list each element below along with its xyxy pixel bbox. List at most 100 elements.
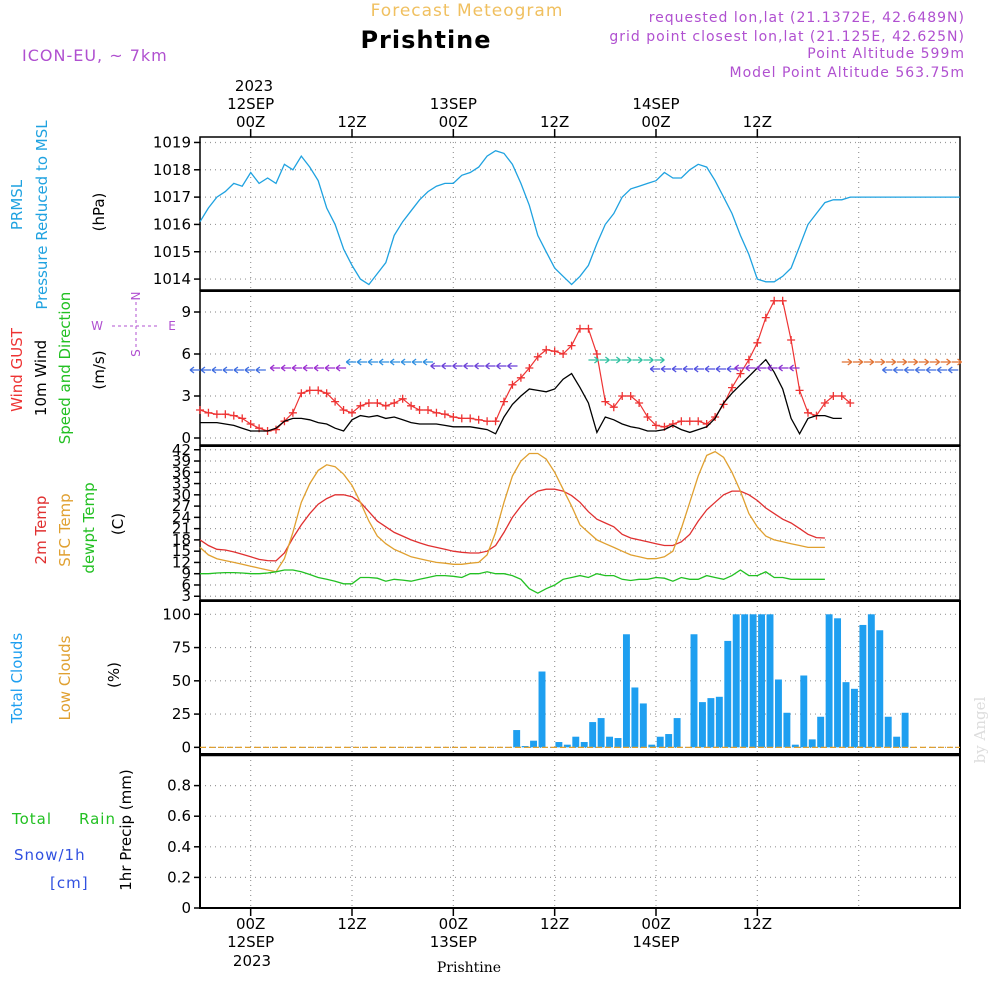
gust-marker — [744, 355, 753, 364]
wind-arrow — [929, 358, 940, 366]
cloud-bar — [606, 736, 614, 748]
wind-arrow — [280, 364, 292, 372]
ytick-label: 1017 — [153, 188, 191, 206]
ytick-label: 42 — [172, 441, 191, 459]
gust-marker — [753, 338, 762, 347]
clouds-unit: (%) — [105, 662, 123, 688]
panel-frame — [199, 290, 961, 446]
wind-arrow — [882, 366, 893, 374]
page-title: Prishtine — [360, 26, 491, 54]
gust-marker — [483, 417, 492, 426]
wind-arrow — [704, 365, 716, 373]
cloud-bar — [589, 722, 597, 748]
cloud-bar — [673, 718, 681, 748]
gust-marker — [288, 408, 297, 417]
panel-frame — [199, 136, 961, 291]
credit: by Angel — [971, 696, 989, 763]
wind-arrow — [324, 364, 336, 372]
wind-arrow — [767, 364, 778, 372]
wind-arrow — [936, 366, 948, 374]
wind-arrow — [313, 364, 325, 372]
gust-marker — [398, 394, 407, 403]
ytick-label: 50 — [172, 672, 191, 690]
ytick-label: 33 — [172, 475, 191, 493]
ytick-label: 30 — [172, 486, 191, 504]
top-hour-label: 00Z — [236, 113, 265, 131]
ytick-label: 0.8 — [167, 777, 191, 795]
gust-marker — [829, 392, 838, 400]
cloud-bar — [724, 640, 732, 748]
gust-marker — [466, 414, 475, 423]
wind-unit: (m/s) — [90, 350, 108, 389]
model-altitude: Model Point Altitude 563.75m — [730, 65, 965, 81]
ytick-label: 0 — [181, 429, 191, 447]
cloud-bar — [639, 703, 647, 748]
cloud-bar — [656, 736, 664, 748]
gust-marker — [364, 399, 373, 407]
ytick-label: 36 — [172, 463, 191, 481]
cloud-bar — [580, 742, 588, 748]
ytick-label: 1014 — [153, 270, 191, 288]
bottom-day-label: 14SEP — [632, 933, 679, 951]
cloud-bar — [597, 718, 605, 748]
gust-marker — [238, 414, 247, 423]
gust-marker — [787, 336, 796, 344]
wind-arrow — [649, 365, 661, 373]
wind-arrow — [893, 366, 904, 374]
gust-marker — [457, 414, 466, 423]
bottom-hour-label: 12Z — [743, 915, 772, 933]
gust-marker — [196, 406, 204, 414]
ytick-label: 100 — [162, 605, 191, 623]
wind-arrow — [671, 365, 683, 373]
bottom-hour-label: 12Z — [337, 915, 366, 933]
panel-frame — [199, 445, 961, 601]
wind-10m-label: 10m Wind — [32, 340, 50, 416]
wind-arrow — [345, 358, 357, 366]
pressure-unit: (hPa) — [90, 193, 108, 232]
gust-marker — [601, 397, 610, 406]
precip-cm-label: [cm] — [50, 874, 89, 892]
gust-marker — [348, 408, 356, 417]
temp-unit: (C) — [109, 513, 127, 535]
gust-marker — [736, 369, 745, 378]
cloud-bar — [859, 624, 867, 748]
cloud-bar — [538, 671, 546, 748]
ytick-label: 27 — [172, 497, 191, 515]
wind-arrow — [947, 366, 959, 374]
cloud-bar — [876, 630, 884, 748]
gust-marker — [559, 350, 568, 358]
wind-arrow — [233, 366, 244, 374]
precip-snow-label: Snow/1h — [14, 846, 86, 864]
gust-marker — [491, 417, 500, 426]
sfc-label: SFC Temp — [56, 493, 74, 566]
wind-arrow — [914, 366, 926, 374]
wind-arrow — [940, 358, 951, 366]
gust-marker — [500, 397, 508, 406]
ytick-label: 0 — [181, 899, 191, 917]
footer-location: Prishtine — [437, 960, 501, 976]
gust-marker — [542, 345, 551, 354]
gust-marker — [204, 408, 213, 417]
wind-arrow — [885, 358, 897, 366]
wind-arrow — [863, 358, 875, 366]
gust-marker — [331, 397, 340, 406]
wind-arrow — [302, 364, 314, 372]
ytick-label: 21 — [172, 520, 191, 538]
cloud-bar — [884, 716, 892, 748]
wind-arrow — [367, 358, 379, 366]
gust-marker — [407, 401, 416, 410]
cloud-bar — [555, 742, 563, 748]
bottom-year: 2023 — [233, 952, 271, 970]
gust-marker — [229, 411, 238, 420]
cloud-bar — [817, 716, 825, 748]
gust-marker — [609, 403, 618, 412]
compass-s: S — [129, 349, 143, 357]
pressure-line — [199, 149, 960, 286]
ytick-label: 0 — [181, 738, 191, 756]
ytick-label: 1016 — [153, 215, 191, 233]
top-hour-label: 12Z — [743, 113, 772, 131]
cloud-bar — [648, 744, 656, 748]
cloud-bar — [774, 679, 782, 748]
cloud-bar — [732, 614, 740, 748]
